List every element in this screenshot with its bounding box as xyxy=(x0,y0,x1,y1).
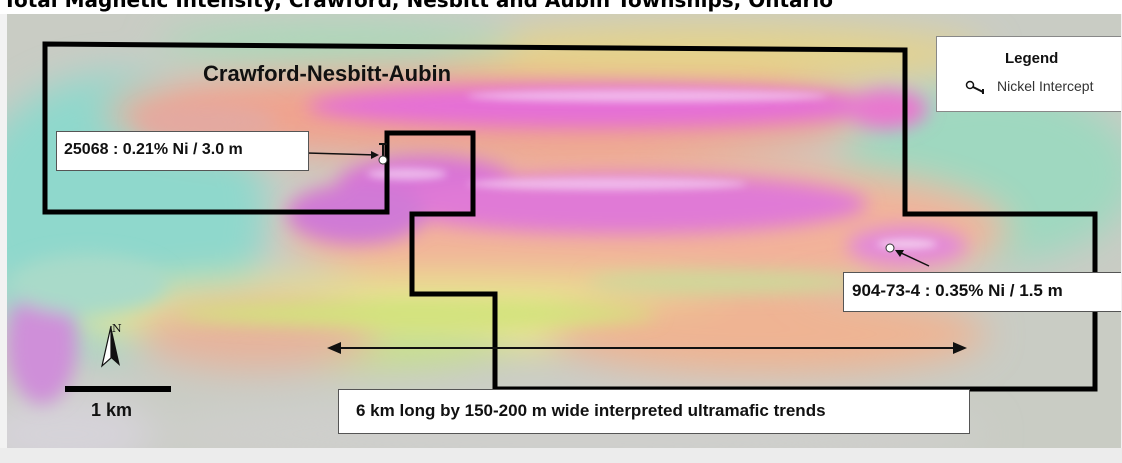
claim-boundary xyxy=(42,41,1098,392)
intercept-label-904-73-4: 904-73-4 : 0.35% Ni / 1.5 m xyxy=(843,272,1121,312)
legend-item-label: Nickel Intercept xyxy=(997,78,1094,94)
scale-bar xyxy=(65,386,171,392)
legend: Legend Nickel Intercept xyxy=(936,36,1121,112)
north-label: N xyxy=(112,322,122,335)
bottom-margin xyxy=(0,448,1122,463)
north-arrow: N xyxy=(105,322,131,378)
nickel-intercept-marker-icon[interactable] xyxy=(378,143,388,165)
intercept-label-25068: 25068 : 0.21% Ni / 3.0 m xyxy=(56,131,309,171)
nickel-intercept-legend-icon xyxy=(965,81,984,95)
scale-bar-label: 1 km xyxy=(91,400,133,420)
legend-item-nickel-intercept: Nickel Intercept xyxy=(965,78,1094,95)
magnetic-map[interactable]: Crawford-Nesbitt-Aubin 25068 : 0.21% Ni … xyxy=(7,14,1121,448)
north-arrow-icon xyxy=(101,325,120,368)
trend-extent-arrow xyxy=(327,342,967,354)
page-title-text: Total Magnetic Intensity, Crawford, Nesb… xyxy=(3,0,833,12)
legend-title: Legend xyxy=(1005,50,1059,67)
claim-name-label: Crawford-Nesbitt-Aubin xyxy=(203,61,452,86)
intercept-pointer-2 xyxy=(898,251,930,267)
page-title: Total Magnetic Intensity, Crawford, Nesb… xyxy=(0,0,1122,14)
intercept-pointer-1 xyxy=(306,152,378,156)
nickel-intercept-marker-icon[interactable] xyxy=(885,243,895,253)
trend-annotation: 6 km long by 150-200 m wide interpreted … xyxy=(338,389,970,434)
magnetic-intensity-image xyxy=(7,14,1121,448)
